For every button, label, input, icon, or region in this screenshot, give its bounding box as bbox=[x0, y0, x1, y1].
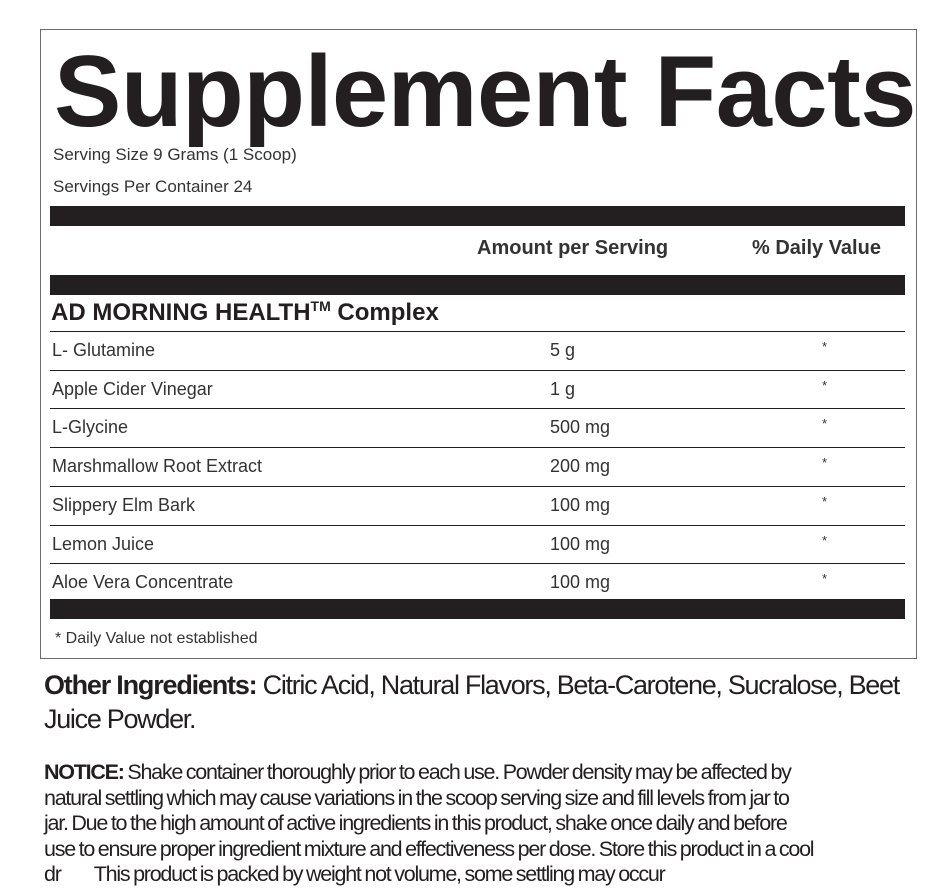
ingredient-name: Aloe Vera Concentrate bbox=[52, 572, 234, 593]
ingredient-amount: 5 g bbox=[550, 340, 576, 360]
ingredient-daily-value: * bbox=[822, 455, 828, 471]
ingredient-amount: 100 mg bbox=[550, 533, 611, 554]
notice-line: natural settling which may cause variati… bbox=[44, 785, 790, 810]
other-ingredients-text: Citric Acid, Natural Flavors, Beta-Carot… bbox=[44, 670, 900, 734]
other-ingredients-label: Other Ingredients: bbox=[44, 670, 258, 700]
ingredient-daily-value: * bbox=[822, 493, 828, 509]
ingredient-daily-value: * bbox=[822, 377, 828, 393]
ingredient-amount: 200 mg bbox=[550, 456, 611, 477]
ingredient-amount: 500 mg bbox=[550, 417, 611, 438]
ingredient-row: L- Glutamine 5 g * bbox=[50, 331, 905, 370]
amount-header: Amount per Serving bbox=[477, 237, 669, 259]
ingredient-daily-value: * bbox=[822, 532, 828, 548]
notice-text: Shake container thoroughly prior to each… bbox=[123, 760, 792, 784]
divider-bar bbox=[50, 206, 905, 226]
trademark: TM bbox=[310, 298, 331, 314]
ingredient-daily-value: * bbox=[822, 571, 828, 587]
complex-heading: AD MORNING HEALTHTM Complex bbox=[51, 298, 439, 327]
ingredient-row: Lemon Juice 100 mg * bbox=[50, 524, 905, 564]
ingredient-row: L-Glycine 500 mg * bbox=[50, 408, 905, 447]
ingredient-name: Marshmallow Root Extract bbox=[52, 456, 263, 477]
ingredient-name: Lemon Juice bbox=[52, 533, 155, 554]
other-ingredients: Other Ingredients: Citric Acid, Natural … bbox=[44, 668, 924, 736]
ingredient-row: Marshmallow Root Extract 200 mg * bbox=[50, 447, 905, 486]
ingredient-amount: 1 g bbox=[550, 378, 576, 399]
daily-value-header: % Daily Value bbox=[752, 237, 881, 259]
notice-line: NOTICE: Shake container thoroughly prior… bbox=[44, 760, 924, 786]
complex-suffix: Complex bbox=[330, 299, 439, 326]
supplement-facts-panel: Supplement Facts Serving Size 9 Grams (1… bbox=[40, 29, 917, 659]
ingredient-name: Slippery Elm Bark bbox=[52, 494, 196, 515]
ingredient-name: L-Glycine bbox=[52, 417, 129, 438]
notice-line: jar. Due to the high amount of active in… bbox=[44, 811, 788, 835]
notice-line: use to ensure proper ingredient mixture … bbox=[44, 836, 815, 861]
ingredient-amount: 100 mg bbox=[550, 494, 611, 515]
footnote: * Daily Value not established bbox=[55, 630, 258, 647]
serving-size: Serving Size 9 Grams (1 Scoop) bbox=[53, 145, 297, 164]
ingredient-amount: 100 mg bbox=[550, 572, 611, 593]
ingredient-row: Apple Cider Vinegar 1 g * bbox=[50, 369, 905, 409]
ingredient-row: Aloe Vera Concentrate 100 mg * bbox=[50, 563, 905, 602]
ingredient-daily-value: * bbox=[822, 416, 828, 432]
ingredient-daily-value: * bbox=[822, 339, 828, 354]
ingredient-name: L- Glutamine bbox=[52, 340, 156, 360]
notice-line: dr This product is packed by weight not … bbox=[44, 862, 666, 886]
divider-bar bbox=[50, 275, 905, 295]
complex-name: AD MORNING HEALTH bbox=[51, 299, 311, 326]
notice: NOTICE: Shake container thoroughly prior… bbox=[44, 760, 924, 888]
notice-label: NOTICE: bbox=[44, 760, 125, 784]
servings-per-container: Servings Per Container 24 bbox=[53, 177, 253, 196]
panel-title: Supplement Facts bbox=[54, 36, 916, 148]
ingredient-row: Slippery Elm Bark 100 mg * bbox=[50, 485, 905, 525]
divider-bar bbox=[50, 599, 905, 619]
ingredient-name: Apple Cider Vinegar bbox=[52, 378, 213, 399]
